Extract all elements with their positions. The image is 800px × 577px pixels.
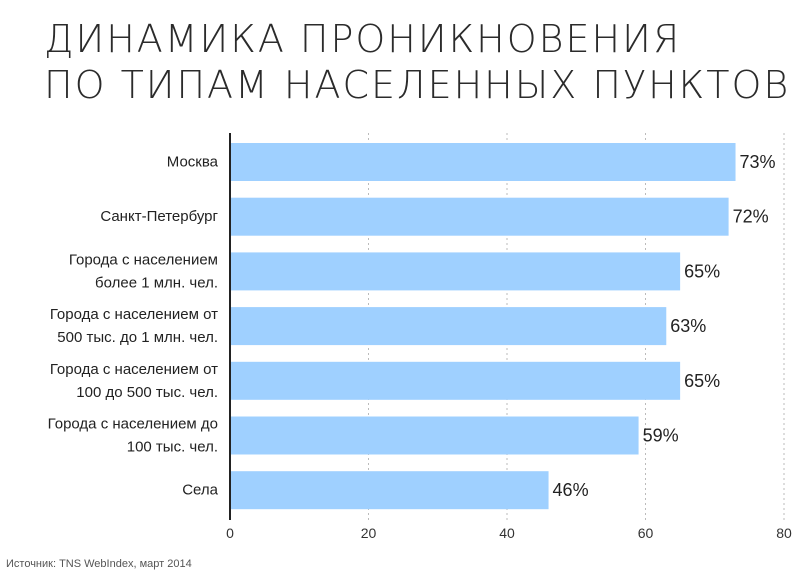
value-label-2: 72% [733, 207, 769, 227]
x-tick-label-20: 20 [361, 525, 377, 541]
value-label-4: 63% [670, 316, 706, 336]
category-label-6-line-1: Города с населением до [48, 416, 218, 433]
title-line-2: ПО ТИПАМ НАСЕЛЕННЫХ ПУНКТОВ [44, 63, 791, 107]
chart-title: ДИНАМИКА ПРОНИКНОВЕНИЯ ПО ТИПАМ НАСЕЛЕНН… [44, 16, 790, 108]
x-tick-label-0: 0 [226, 525, 234, 541]
category-label-1-line-1: Москва [167, 154, 219, 171]
category-label-5-line-1: Города с населением от [50, 361, 218, 378]
bar-2 [230, 197, 729, 236]
bar-1 [230, 143, 736, 181]
value-label-5: 65% [684, 371, 720, 391]
x-tick-label-80: 80 [776, 525, 792, 541]
category-label-3-line-2: более 1 млн. чел. [95, 274, 218, 291]
value-label-1: 73% [740, 152, 776, 172]
value-label-3: 65% [684, 261, 720, 281]
x-tick-label-40: 40 [499, 525, 515, 541]
bar-5 [230, 361, 681, 400]
bar-6 [230, 416, 639, 455]
category-label-2-line-1: Санкт-Петербург [100, 208, 218, 225]
category-label-4-line-2: 500 тыс. до 1 млн. чел. [57, 329, 218, 346]
bar-3 [230, 252, 681, 291]
x-tick-label-60: 60 [638, 525, 654, 541]
category-label-7-line-1: Села [182, 482, 218, 499]
category-label-3-line-1: Города с населением [69, 251, 218, 268]
bar-7 [230, 471, 549, 510]
category-label-4-line-1: Города с населением от [50, 306, 218, 323]
title-line-1: ДИНАМИКА ПРОНИКНОВЕНИЯ [44, 17, 682, 61]
value-label-6: 59% [643, 426, 679, 446]
category-label-6-line-2: 100 тыс. чел. [127, 439, 218, 456]
source-note: Источник: TNS WebIndex, март 2014 [6, 558, 192, 570]
value-label-7: 46% [553, 480, 589, 500]
category-label-5-line-2: 100 до 500 тыс. чел. [76, 384, 218, 401]
bar-4 [230, 307, 667, 346]
